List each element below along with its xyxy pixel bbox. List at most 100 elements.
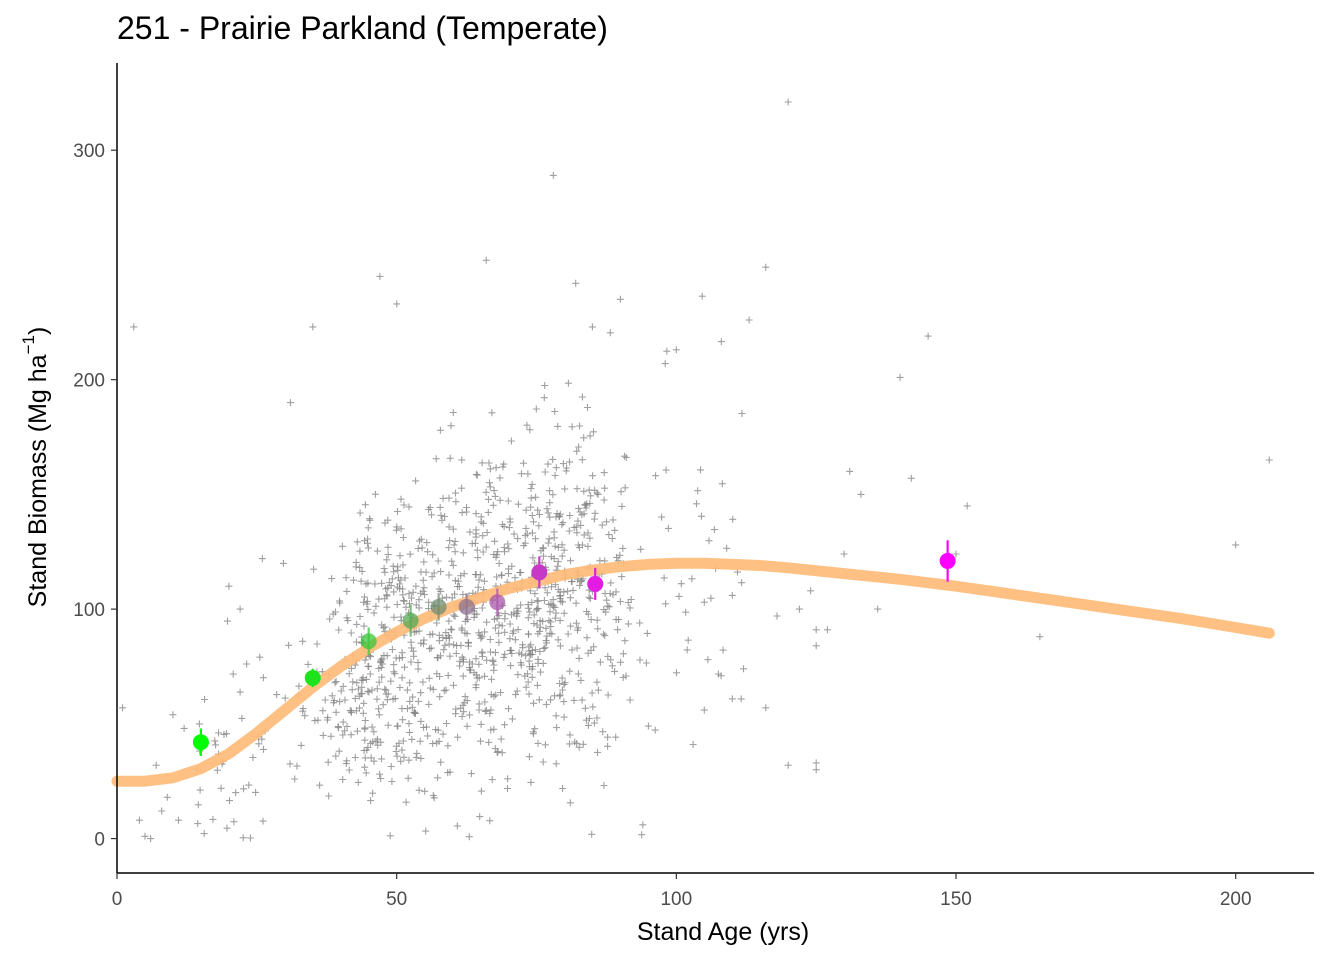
scatter-point <box>323 716 331 724</box>
scatter-point <box>576 422 584 430</box>
scatter-point <box>482 256 490 264</box>
scatter-point <box>447 422 455 430</box>
scatter-point <box>368 686 376 694</box>
scatter-point <box>324 758 332 766</box>
scatter-point <box>361 593 368 601</box>
scatter-point <box>572 599 580 607</box>
scatter-point <box>375 705 383 713</box>
scatter-point <box>812 759 820 767</box>
scatter-point <box>784 761 792 769</box>
scatter-point <box>588 830 596 838</box>
scatter-point <box>486 817 494 825</box>
scatter-point <box>414 665 422 673</box>
scatter-point <box>560 713 568 721</box>
scatter-point <box>585 593 593 601</box>
scatter-point <box>566 667 574 675</box>
scatter-point <box>432 455 440 463</box>
scatter-point <box>551 408 559 415</box>
scatter-point <box>321 696 329 704</box>
scatter-point <box>369 738 377 746</box>
scatter-point <box>525 690 533 698</box>
scatter-point <box>337 687 345 695</box>
scatter-point <box>451 537 459 545</box>
scatter-point <box>396 552 404 560</box>
scatter-point <box>501 721 509 729</box>
scatter-point <box>436 426 444 434</box>
scatter-point <box>608 662 616 670</box>
scatter-point <box>163 793 171 801</box>
y-axis-title: Stand Biomass (Mg ha−1) <box>19 327 52 608</box>
scatter-point <box>517 659 525 667</box>
scatter-point <box>673 669 680 677</box>
scatter-point <box>366 670 374 678</box>
scatter-point <box>286 760 294 768</box>
scatter-point <box>546 487 553 495</box>
scatter-point <box>454 733 462 741</box>
scatter-point <box>470 669 478 677</box>
scatter-point <box>717 672 725 680</box>
scatter-point <box>152 761 160 769</box>
scatter-point <box>313 640 321 648</box>
scatter-point <box>356 613 364 620</box>
scatter-point <box>384 551 392 559</box>
scatter-point <box>375 595 383 603</box>
scatter-point <box>530 699 537 707</box>
scatter-point <box>574 517 582 525</box>
scatter-point <box>511 574 519 582</box>
scatter-point <box>434 726 442 734</box>
scatter-point <box>627 596 635 603</box>
scatter-point <box>497 735 505 743</box>
scatter-point <box>477 720 485 728</box>
scatter-point <box>572 279 580 287</box>
scatter-point <box>639 821 647 829</box>
scatter-point <box>141 832 149 840</box>
scatter-point <box>347 731 355 739</box>
scatter-point <box>353 679 361 687</box>
binned-mean-point <box>458 598 475 615</box>
scatter-point <box>530 518 537 526</box>
scatter-point <box>297 741 305 749</box>
scatter-point <box>466 528 474 536</box>
scatter-point <box>445 640 453 648</box>
scatter-point <box>328 692 336 700</box>
scatter-point <box>485 459 493 467</box>
scatter-point <box>566 512 574 519</box>
scatter-point <box>345 670 353 678</box>
scatter-point <box>407 658 415 666</box>
scatter-point <box>551 614 559 622</box>
y-tick-label: 300 <box>73 141 105 162</box>
scatter-point <box>361 537 369 545</box>
scatter-point <box>551 603 559 611</box>
scatter-point <box>644 722 652 730</box>
scatter-point <box>343 757 351 765</box>
scatter-point <box>585 715 593 722</box>
scatter-point <box>473 471 481 479</box>
scatter-point <box>475 706 483 714</box>
scatter-point <box>451 548 459 556</box>
scatter-point <box>412 582 420 590</box>
scatter-point <box>531 559 539 567</box>
scatter-point <box>448 557 456 565</box>
scatter-point <box>493 573 501 581</box>
scatter-point <box>452 705 460 713</box>
scatter-point <box>558 674 566 682</box>
scatter-point <box>482 706 490 714</box>
scatter-point <box>463 504 470 511</box>
scatter-point <box>474 554 482 562</box>
scatter-point <box>494 548 502 556</box>
scatter-point <box>539 758 547 766</box>
scatter-point <box>301 712 309 720</box>
scatter-point <box>456 657 464 665</box>
scatter-point <box>180 724 188 732</box>
scatter-point <box>558 541 566 549</box>
scatter-point <box>400 596 408 604</box>
scatter-point <box>309 323 317 331</box>
scatter-point <box>551 472 559 479</box>
scatter-point <box>614 626 622 634</box>
scatter-point <box>195 720 203 728</box>
scatter-point <box>434 774 442 782</box>
scatter-point <box>332 752 340 760</box>
scatter-point <box>360 622 368 630</box>
scatter-point <box>541 468 549 476</box>
scatter-point <box>762 704 770 712</box>
